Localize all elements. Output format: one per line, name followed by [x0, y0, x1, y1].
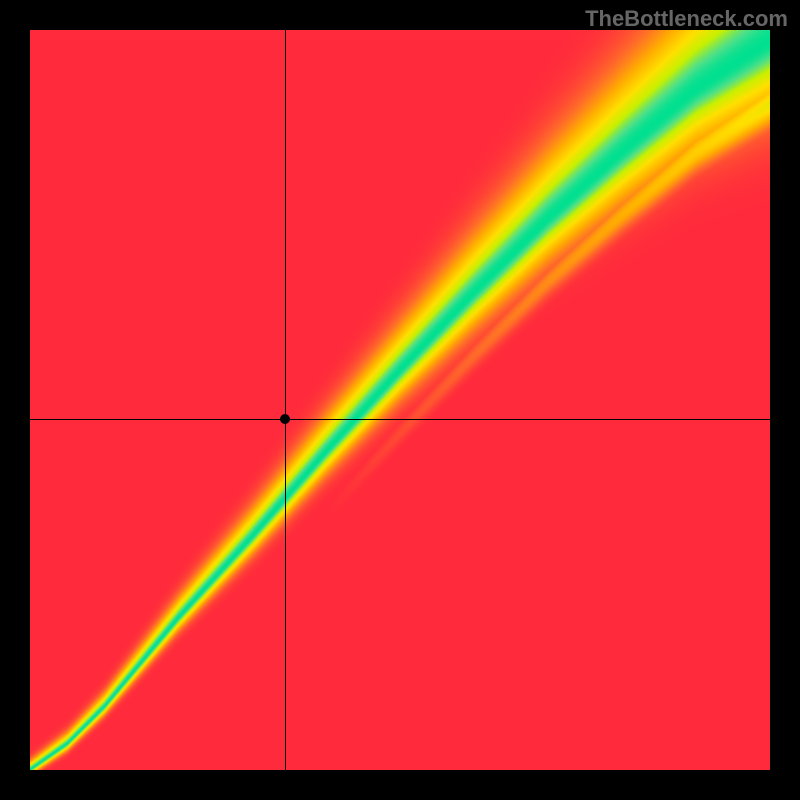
heatmap-plot	[30, 30, 770, 770]
watermark-text: TheBottleneck.com	[585, 6, 788, 32]
figure-container: TheBottleneck.com	[0, 0, 800, 800]
heatmap-canvas	[30, 30, 770, 770]
